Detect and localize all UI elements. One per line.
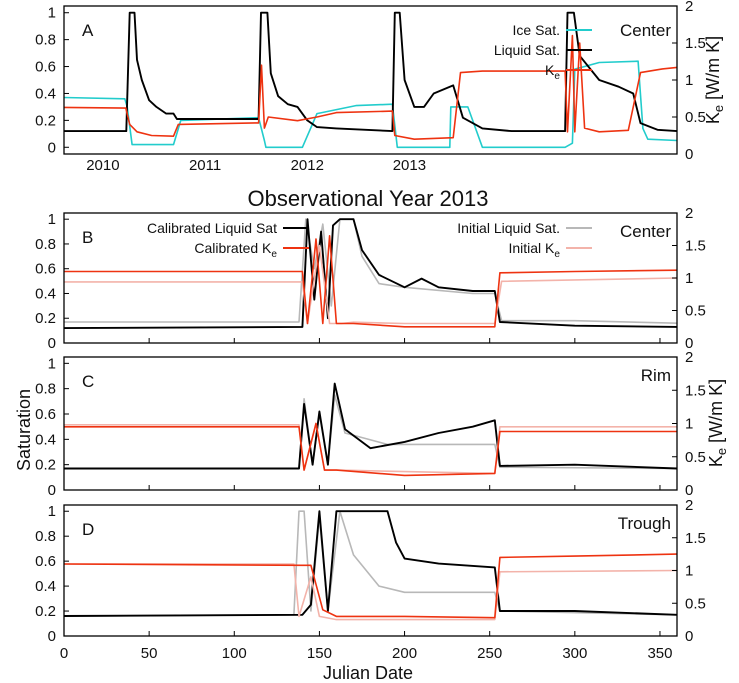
y-right-tick-label: 1 — [685, 416, 693, 433]
x-tick-label: 250 — [477, 645, 502, 662]
y-right-tick-label: 2 — [685, 205, 693, 222]
panel-letter: C — [82, 372, 94, 391]
panel-A: 0 0.2 0.4 0.6 0.8 1 0 0.5 1 1.5 2 A Center 2010 2011 20… — [35, 0, 726, 174]
y-tick-label: 0.6 — [35, 406, 56, 423]
series-line-calibrated-k — [64, 553, 677, 619]
y-right-tick-label: 1.5 — [685, 530, 706, 547]
y-right-tick-label: 0.5 — [685, 595, 706, 612]
y-tick-label: 0.2 — [35, 603, 56, 620]
series-line-calibrated-k — [64, 422, 677, 477]
y-axis-label-left: Saturation — [14, 389, 34, 471]
y-tick-label: 0.4 — [35, 85, 56, 102]
series-group — [64, 510, 677, 621]
y-tick-label: 0.2 — [35, 457, 56, 474]
y-tick-label: 0.4 — [35, 285, 56, 302]
y-tick-label: 0.8 — [35, 528, 56, 545]
panel-location: Rim — [641, 366, 671, 385]
x-tick-label: 150 — [307, 645, 332, 662]
series-group — [64, 11, 677, 149]
legend: Ice Sat. Liquid Sat. Ke — [494, 22, 592, 82]
y-tick-label: 0.8 — [35, 236, 56, 253]
series-group — [64, 382, 677, 477]
y-right-tick-label: 0.5 — [685, 109, 706, 126]
y-tick-label: 1 — [48, 355, 56, 372]
y-right-tick-label: 2 — [685, 349, 693, 366]
y-tick-label: 0 — [48, 482, 56, 499]
x-tick-label: 300 — [562, 645, 587, 662]
y-right-tick-label: 1 — [685, 72, 693, 89]
y-tick-label: 0 — [48, 139, 56, 156]
y-right-tick-label: 0 — [685, 146, 693, 163]
y-right-tick-label: 1 — [685, 270, 693, 287]
panel-letter: A — [82, 21, 94, 40]
panel-location: Center — [620, 222, 671, 241]
x-axis-label: Julian Date — [323, 663, 413, 683]
x-tick-label: 350 — [647, 645, 672, 662]
series-line-k — [64, 34, 677, 140]
y-right-tick-label: 0.5 — [685, 449, 706, 466]
panel-letter: D — [82, 520, 94, 539]
series-line-calibrated-liquid-sat — [64, 218, 677, 330]
figure-title: Observational Year 2013 — [248, 186, 489, 211]
series-line-calibrated-k — [64, 235, 677, 328]
y-axis-label-right: Ke [W/m K] — [703, 36, 726, 124]
x-tick-label: 200 — [392, 645, 417, 662]
y-right-tick-label: 1.5 — [685, 382, 706, 399]
y-tick-label: 0.8 — [35, 32, 56, 49]
panel-location: Center — [620, 21, 671, 40]
x-tick-label: 0 — [60, 645, 68, 662]
y-right-tick-label: 1.5 — [685, 238, 706, 255]
y-tick-label: 1 — [48, 503, 56, 520]
y-right-tick-label: 0 — [685, 628, 693, 645]
y-right-tick-label: 0.5 — [685, 303, 706, 320]
panel-D: 0 0.2 0.4 0.6 0.8 1 0 0.5 1 1.5 2 D Trough 0 50 100 150 2… — [35, 497, 706, 662]
x-tick-label: 50 — [141, 645, 158, 662]
series-line-initial-k — [64, 244, 677, 325]
plot-frame — [63, 5, 678, 155]
year-label: 2010 — [86, 157, 119, 174]
legend: Calibrated Liquid Sat Calibrated Ke Initia… — [147, 220, 592, 260]
y-right-tick-label: 0 — [685, 335, 693, 352]
y-tick-label: 1 — [48, 211, 56, 228]
legend-label: Calibrated Ke — [194, 240, 277, 260]
y-right-tick-label: 1 — [685, 563, 693, 580]
y-tick-label: 0 — [48, 335, 56, 352]
y-tick-label: 1 — [48, 5, 56, 22]
x-tick-label: 100 — [222, 645, 247, 662]
y-tick-label: 0.2 — [35, 112, 56, 129]
y-tick-label: 0.6 — [35, 553, 56, 570]
series-line-ice-sat- — [64, 60, 677, 149]
y-axis-label-right: Ke [W/m K] — [706, 379, 729, 467]
y-tick-label: 0.6 — [35, 59, 56, 76]
legend-label: Liquid Sat. — [494, 42, 560, 58]
series-line-initial-liquid-sat- — [64, 510, 677, 617]
y-right-tick-label: 1.5 — [685, 35, 706, 52]
legend-label: Ke — [545, 62, 560, 82]
panel-letter: B — [82, 228, 93, 247]
y-tick-label: 0 — [48, 628, 56, 645]
y-tick-label: 0.4 — [35, 578, 56, 595]
panel-C: 0 0.2 0.4 0.6 0.8 1 0 0.5 1 1.5 2 C Rim Ke [W/m K] — [35, 349, 729, 499]
series-group — [64, 218, 677, 330]
legend-label: Calibrated Liquid Sat — [147, 220, 277, 236]
panel-location: Trough — [618, 514, 671, 533]
y-right-tick-label: 0 — [685, 482, 693, 499]
y-tick-label: 0.8 — [35, 381, 56, 398]
legend-label: Ice Sat. — [513, 22, 560, 38]
legend-label: Initial Liquid Sat. — [457, 220, 560, 236]
year-label: 2012 — [291, 157, 324, 174]
series-line-liquid-sat- — [64, 11, 677, 133]
y-right-tick-label: 2 — [685, 0, 693, 15]
y-tick-label: 0.4 — [35, 431, 56, 448]
y-tick-label: 0.6 — [35, 261, 56, 278]
y-tick-label: 0.2 — [35, 310, 56, 327]
year-label: 2011 — [189, 157, 221, 174]
series-line-calibrated-liquid-sat — [64, 510, 677, 617]
y-right-tick-label: 2 — [685, 497, 693, 514]
year-label: 2013 — [393, 157, 426, 174]
legend-label: Initial Ke — [508, 240, 560, 260]
panel-B: 0 0.2 0.4 0.6 0.8 1 0 0.5 1 1.5 2 B Center Calibrated… — [35, 205, 706, 352]
